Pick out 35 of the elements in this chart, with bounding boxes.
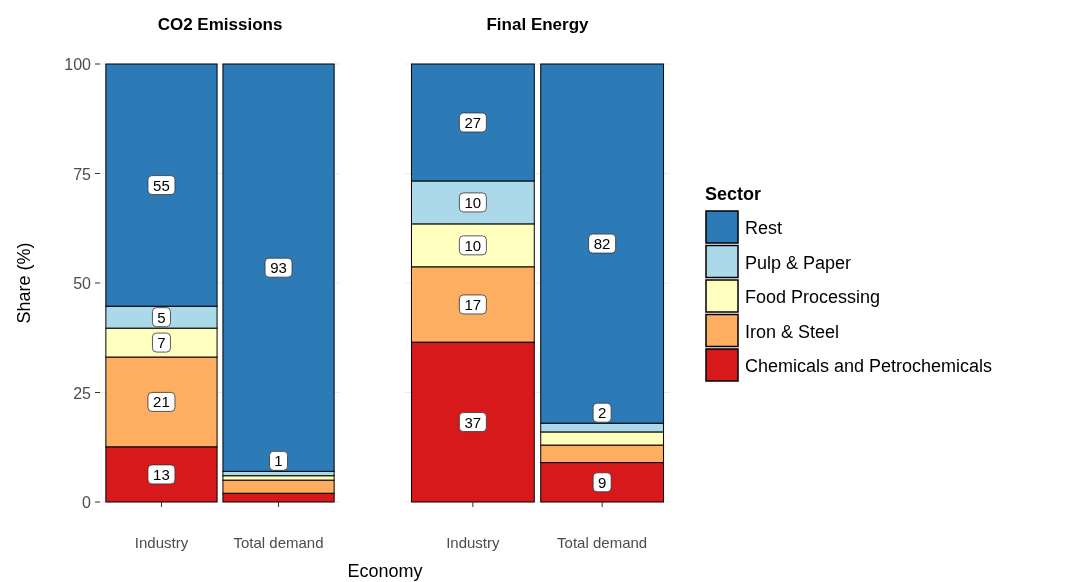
x-tick-label: Industry <box>446 534 501 551</box>
legend-label: Iron & Steel <box>745 321 840 342</box>
y-axis-title: Share (%) <box>14 242 34 324</box>
y-tick-label: 0 <box>82 494 92 511</box>
x-tick-label: Total demand <box>557 534 648 551</box>
x-tick-label: Industry <box>134 534 189 551</box>
chart-title: Final Energy <box>486 15 590 34</box>
bar <box>222 63 335 472</box>
x-axis-title: Economy <box>347 561 423 581</box>
y-tick-label: 100 <box>64 56 92 73</box>
legend-label: Pulp & Paper <box>745 252 852 273</box>
data-label: 37 <box>464 413 482 431</box>
data-label: 21 <box>153 393 170 411</box>
y-tick-label: 50 <box>73 275 92 292</box>
data-label: 93 <box>270 259 287 277</box>
legend-label: Food Processing <box>745 287 881 307</box>
data-label: 17 <box>464 295 482 313</box>
data-label: 10 <box>464 193 482 211</box>
data-label: 9 <box>597 473 607 491</box>
legend-label: Chemicals and Petrochemicals <box>745 356 993 376</box>
y-tick-label: 25 <box>73 384 92 402</box>
data-label: 2 <box>597 404 607 422</box>
data-label: 55 <box>153 176 170 194</box>
data-label: 82 <box>593 235 611 253</box>
data-label: 13 <box>153 465 170 483</box>
chart-title: CO2 Emissions <box>157 15 283 34</box>
legend-label: Rest <box>745 218 783 238</box>
data-label: 5 <box>157 308 166 326</box>
data-label: 27 <box>464 113 482 131</box>
data-label: 7 <box>157 334 166 352</box>
data-label: 1 <box>274 452 283 470</box>
y-tick-label: 75 <box>73 165 92 183</box>
data-label: 10 <box>464 236 482 254</box>
legend-title: Sector <box>705 184 762 204</box>
x-tick-label: Total demand <box>233 534 324 551</box>
